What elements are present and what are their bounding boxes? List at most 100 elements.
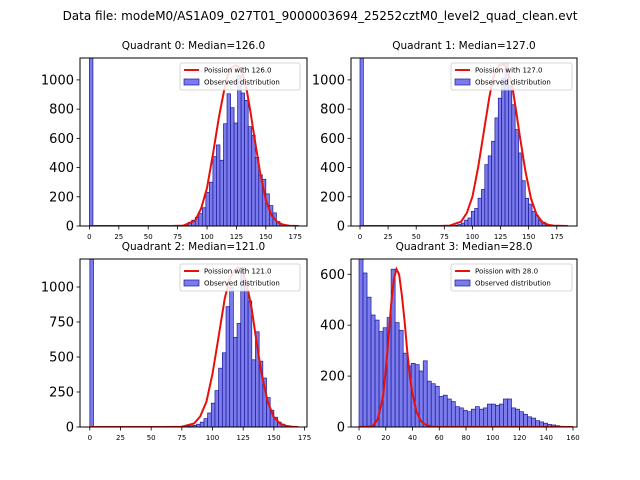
histogram-bar [523, 413, 528, 427]
histogram-bar [229, 286, 234, 427]
histogram-bar [366, 296, 372, 427]
y-tick-label: 0 [337, 220, 345, 235]
histogram-bar [247, 300, 253, 427]
x-tick-label: 125 [230, 233, 243, 241]
histogram-bar [402, 352, 408, 427]
y-tick-label: 600 [320, 268, 345, 283]
histogram-bar [236, 323, 242, 427]
histogram-bar [244, 100, 249, 226]
figure-suptitle: Data file: modeM0/AS1A09_027T01_90000036… [63, 9, 578, 23]
legend-bar-swatch [454, 78, 471, 86]
y-tick-label: 200 [49, 190, 74, 205]
y-tick-label: 250 [49, 386, 74, 401]
legend-frame [450, 263, 573, 292]
histogram-bar [221, 352, 227, 427]
histogram-bar [466, 411, 472, 427]
chart-panel-1: Quadrant 1: Median=127.0 0 25 50 75 100 125 150… [312, 40, 578, 241]
histogram-bar [483, 407, 488, 427]
x-tick-label: 50 [147, 434, 156, 442]
x-tick-label: 150 [522, 233, 535, 241]
x-tick-label: 175 [289, 233, 302, 241]
legend-label-fit: Poission with 127.0 [475, 67, 543, 75]
histogram-bar [214, 390, 220, 427]
x-tick-label: 140 [540, 434, 553, 442]
histogram-bar [218, 367, 223, 427]
histogram-bar [531, 417, 536, 427]
histogram-bar [434, 385, 440, 427]
histogram-bar [475, 406, 480, 427]
y-tick-label: 200 [320, 370, 345, 385]
histogram-bar [497, 97, 503, 226]
legend-frame [179, 62, 301, 91]
y-tick-label: 500 [49, 351, 74, 366]
histogram-bar [477, 197, 482, 226]
legend-bar-swatch [183, 78, 200, 86]
histogram-bar [240, 92, 246, 226]
y-tick-label: 0 [66, 421, 74, 436]
histogram-bar [374, 319, 380, 427]
histogram-bar [481, 189, 486, 226]
histogram-bar [89, 259, 94, 427]
x-tick-label: 120 [513, 434, 526, 442]
histogram-bar [244, 279, 249, 427]
y-tick-label: 200 [320, 190, 345, 205]
histogram-bar [474, 208, 479, 226]
histogram-bar [251, 359, 256, 427]
axes-frame [79, 57, 308, 227]
histogram-bar [358, 259, 364, 427]
legend: Poission with 121.0 Observed distribution [179, 263, 301, 292]
histogram-bar [219, 159, 224, 226]
axes-frame [79, 258, 308, 428]
x-tick-label: 40 [408, 434, 417, 442]
x-tick-label: 25 [384, 233, 393, 241]
legend: Poission with 28.0 Observed distribution [450, 263, 573, 292]
x-tick-label: 150 [267, 434, 280, 442]
legend-frame [179, 263, 301, 292]
histogram-bar [491, 140, 496, 226]
legend-label-observed: Observed distribution [475, 79, 551, 87]
histogram-bar [524, 197, 530, 226]
x-tick-label: 0 [358, 233, 362, 241]
x-tick-label: 100 [200, 233, 213, 241]
y-tick-label: 1000 [41, 73, 74, 88]
histogram-bar [450, 401, 456, 427]
legend-label-fit: Poission with 121.0 [204, 268, 272, 276]
histogram-bar [359, 58, 364, 226]
panel-title: Quadrant 0: Median=126.0 [122, 40, 265, 52]
histogram-bar [89, 58, 94, 226]
histogram-bar [458, 407, 464, 427]
histogram-bar [198, 213, 203, 226]
legend-label-observed: Observed distribution [475, 280, 551, 288]
histogram-bar [422, 360, 428, 427]
axes-frame [350, 57, 578, 227]
x-tick-label: 25 [116, 434, 125, 442]
x-tick-label: 75 [440, 233, 449, 241]
histogram-bar [216, 144, 221, 226]
chart-panel-3: Quadrant 3: Median=28.0 0 20 40 60 80 100 120 14… [320, 241, 580, 442]
x-tick-label: 75 [173, 233, 182, 241]
y-tick-label: 0 [66, 220, 74, 235]
histogram-bar [499, 403, 504, 427]
histogram-bar [527, 416, 532, 427]
histogram-bar [531, 211, 536, 226]
legend-frame [450, 62, 573, 91]
histogram-bar [205, 192, 210, 226]
histogram-bar [471, 408, 476, 427]
histogram-bar [225, 306, 231, 427]
histogram-bar [203, 418, 208, 427]
histogram-bar [521, 180, 526, 226]
chart-panel-2: Quadrant 2: Median=121.0 0 25 50 75 100 125 150… [41, 241, 311, 442]
histogram-bar [233, 122, 238, 226]
legend: Poission with 126.0 Observed distribution [179, 62, 301, 91]
histogram-bar [511, 104, 516, 226]
histogram-bar [479, 408, 484, 427]
histogram-bar [398, 329, 404, 427]
histogram-bar [508, 85, 513, 226]
histogram-bar [446, 398, 452, 427]
histogram-bar [503, 398, 508, 427]
histogram-bar [511, 407, 516, 427]
histogram-bar [491, 403, 496, 427]
y-tick-label: 400 [320, 161, 345, 176]
histogram-bar [518, 152, 523, 226]
x-tick-label: 50 [412, 233, 421, 241]
